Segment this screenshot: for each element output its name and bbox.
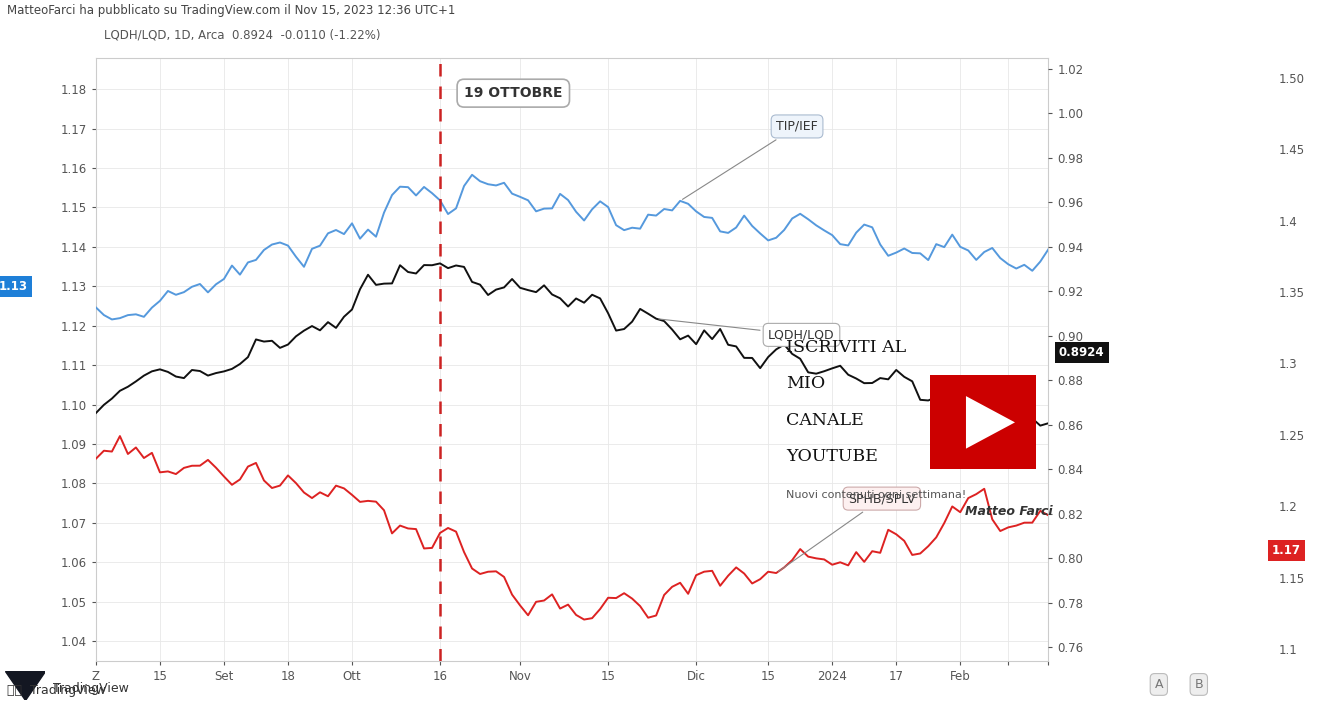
Text: 1.45: 1.45 (1279, 144, 1305, 157)
Text: SPHB/SPLV: SPHB/SPLV (778, 492, 915, 571)
Text: TradingView: TradingView (53, 682, 129, 695)
Text: TIP/IEF: TIP/IEF (682, 120, 818, 199)
Text: 1.50: 1.50 (1279, 73, 1305, 86)
Text: YOUTUBE: YOUTUBE (786, 448, 878, 465)
Text: 1.15: 1.15 (1279, 573, 1305, 586)
Polygon shape (966, 396, 1015, 448)
Text: ⧁⧀  TradingView: ⧁⧀ TradingView (7, 684, 105, 697)
Text: MIO: MIO (786, 375, 825, 393)
Text: 1.17: 1.17 (1272, 544, 1301, 557)
Text: MatteoFarci ha pubblicato su TradingView.com il Nov 15, 2023 12:36 UTC+1: MatteoFarci ha pubblicato su TradingView… (7, 4, 456, 17)
Text: 1.25: 1.25 (1279, 430, 1305, 443)
Text: 0.8924: 0.8924 (1059, 347, 1104, 360)
Text: LQDH/LQD, 1D, Arca  0.8924  -0.0110 (-1.22%): LQDH/LQD, 1D, Arca 0.8924 -0.0110 (-1.22… (104, 29, 381, 42)
Text: 1.1: 1.1 (1279, 644, 1297, 657)
Text: 1.2: 1.2 (1279, 501, 1297, 514)
Text: 19 OTTOBRE: 19 OTTOBRE (464, 86, 562, 100)
Polygon shape (5, 671, 25, 700)
Text: LQDH/LQD: LQDH/LQD (659, 319, 835, 342)
Text: CANALE: CANALE (786, 412, 863, 429)
Polygon shape (25, 671, 45, 700)
Text: Nuovi contenuti ogni settimana!: Nuovi contenuti ogni settimana! (786, 490, 966, 500)
Text: 1.4: 1.4 (1279, 216, 1297, 229)
Text: ISCRIVITI AL: ISCRIVITI AL (786, 339, 906, 357)
Text: B: B (1195, 678, 1203, 691)
FancyBboxPatch shape (922, 372, 1044, 473)
Text: 1.3: 1.3 (1279, 358, 1297, 371)
Text: 1.13: 1.13 (0, 280, 28, 293)
Text: Matteo Farci: Matteo Farci (964, 505, 1052, 518)
Text: 1.35: 1.35 (1279, 287, 1305, 300)
Text: A: A (1155, 678, 1163, 691)
